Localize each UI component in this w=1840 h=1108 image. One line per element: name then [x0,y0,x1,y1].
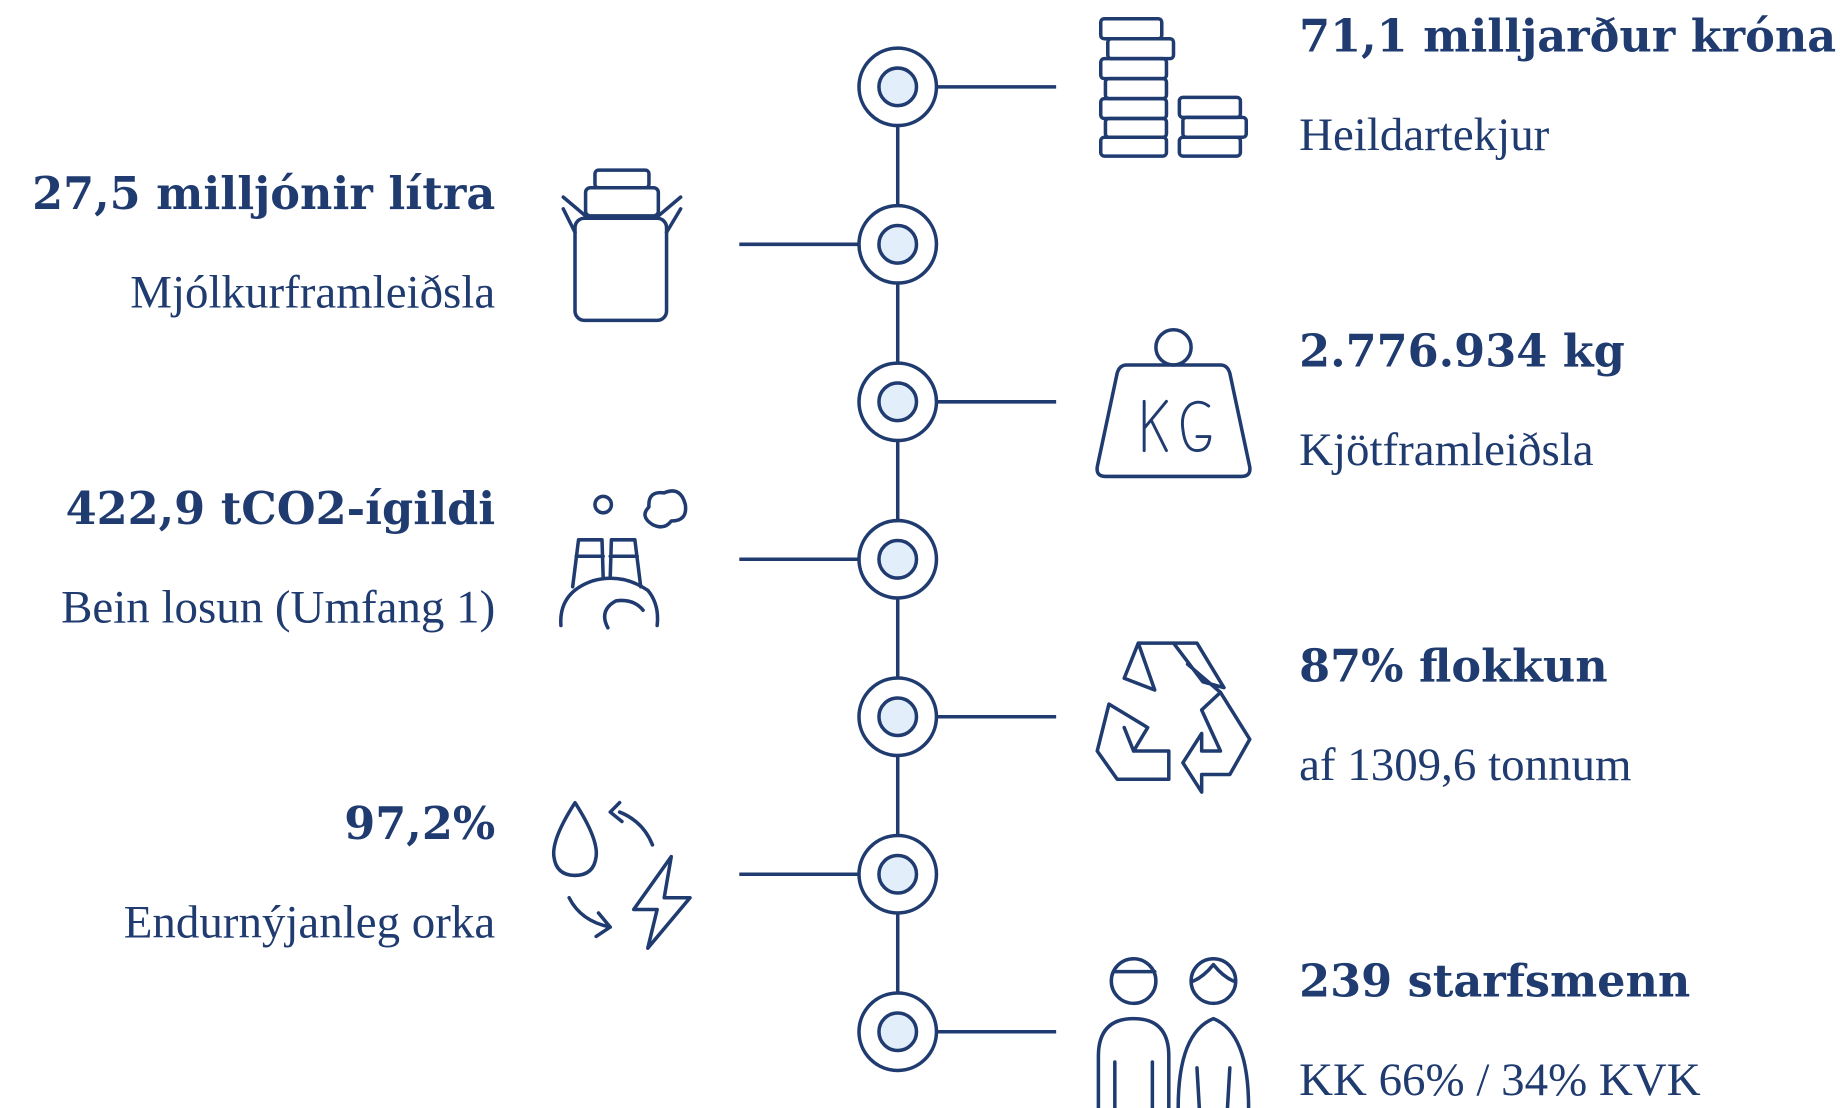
item-label: Heildartekjur [1299,109,1550,161]
node-inner [877,853,919,895]
item-value: 71,1 milljarður króna [1299,10,1836,63]
recycle-icon [1095,641,1252,794]
item-value: 2.776.934 kg [1299,325,1625,378]
people-icon [1096,956,1251,1108]
energy-icon [551,800,692,950]
node-inner [877,538,919,580]
item-label: KK 66% / 34% KVK [1299,1054,1701,1106]
item-label: af 1309,6 tonnum [1299,739,1631,791]
node-inner [877,223,919,265]
node-inner [877,381,919,423]
node-inner [877,1011,919,1053]
emissions-icon [559,489,688,630]
node-inner [877,696,919,738]
weight-icon [1095,327,1252,479]
item-value: 422,9 tCO2-ígildi [66,482,496,535]
item-label: Mjólkurframleiðsla [130,267,495,319]
item-label: Endurnýjanleg orka [124,897,496,949]
item-value: 87% flokkun [1299,640,1608,693]
item-value: 97,2% [344,797,495,850]
item-value: 239 starfsmenn [1299,955,1690,1008]
item-label: Bein losun (Umfang 1) [61,582,495,634]
coins-icon [1098,17,1249,158]
node-inner [877,66,919,108]
item-value: 27,5 milljónir lítra [32,167,495,220]
item-label: Kjötframleiðsla [1299,424,1594,476]
content: 71,1 milljarður króna Heildartekjur 27,5 m… [32,10,1836,1108]
milk-can-icon [561,168,683,323]
